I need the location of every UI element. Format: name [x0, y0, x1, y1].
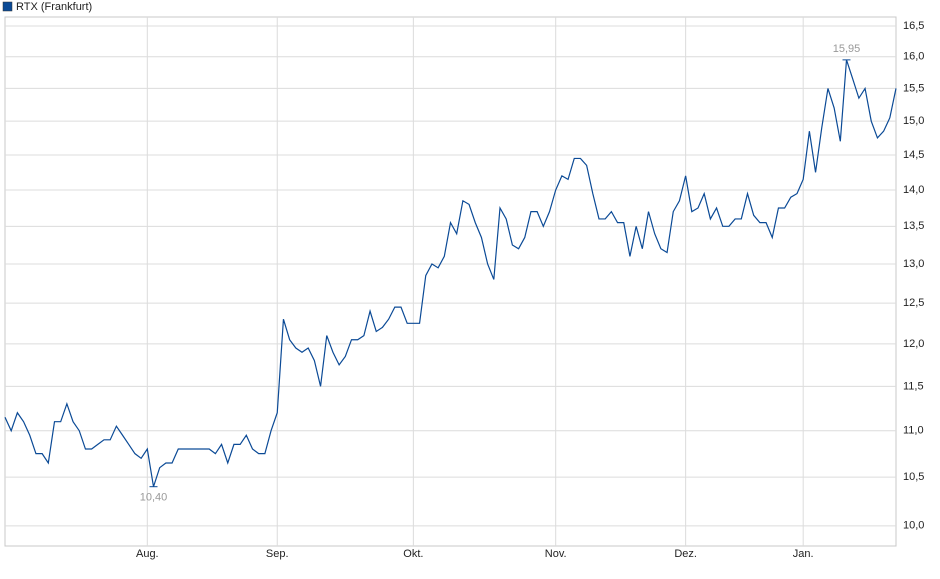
x-tick-label: Dez. [674, 548, 697, 560]
price-line [4, 59, 897, 487]
value-label: 15,95 [833, 43, 861, 55]
y-tick-label: 16,0 [903, 51, 924, 63]
value-label: 10,40 [140, 492, 168, 504]
x-tick-label: Jan. [793, 548, 814, 560]
x-tick-label: Okt. [403, 548, 423, 560]
y-tick-label: 10,0 [903, 520, 924, 532]
y-tick-label: 13,5 [903, 220, 924, 232]
legend-label: RTX (Frankfurt) [16, 1, 92, 13]
y-tick-label: 14,5 [903, 149, 924, 161]
y-tick-label: 16,5 [903, 20, 924, 32]
y-tick-label: 15,5 [903, 82, 924, 94]
y-tick-label: 15,0 [903, 115, 924, 127]
x-tick-label: Sep. [266, 548, 289, 560]
y-tick-label: 13,0 [903, 258, 924, 270]
y-tick-label: 11,5 [903, 380, 924, 392]
x-tick-label: Aug. [136, 548, 159, 560]
x-tick-label: Nov. [545, 548, 567, 560]
y-tick-label: 10,5 [903, 471, 924, 483]
y-tick-label: 12,5 [903, 297, 924, 309]
legend-swatch [2, 1, 13, 12]
y-tick-label: 14,0 [903, 184, 924, 196]
y-tick-label: 12,0 [903, 338, 924, 350]
y-tick-label: 11,0 [903, 425, 924, 437]
plot-frame [4, 16, 897, 547]
